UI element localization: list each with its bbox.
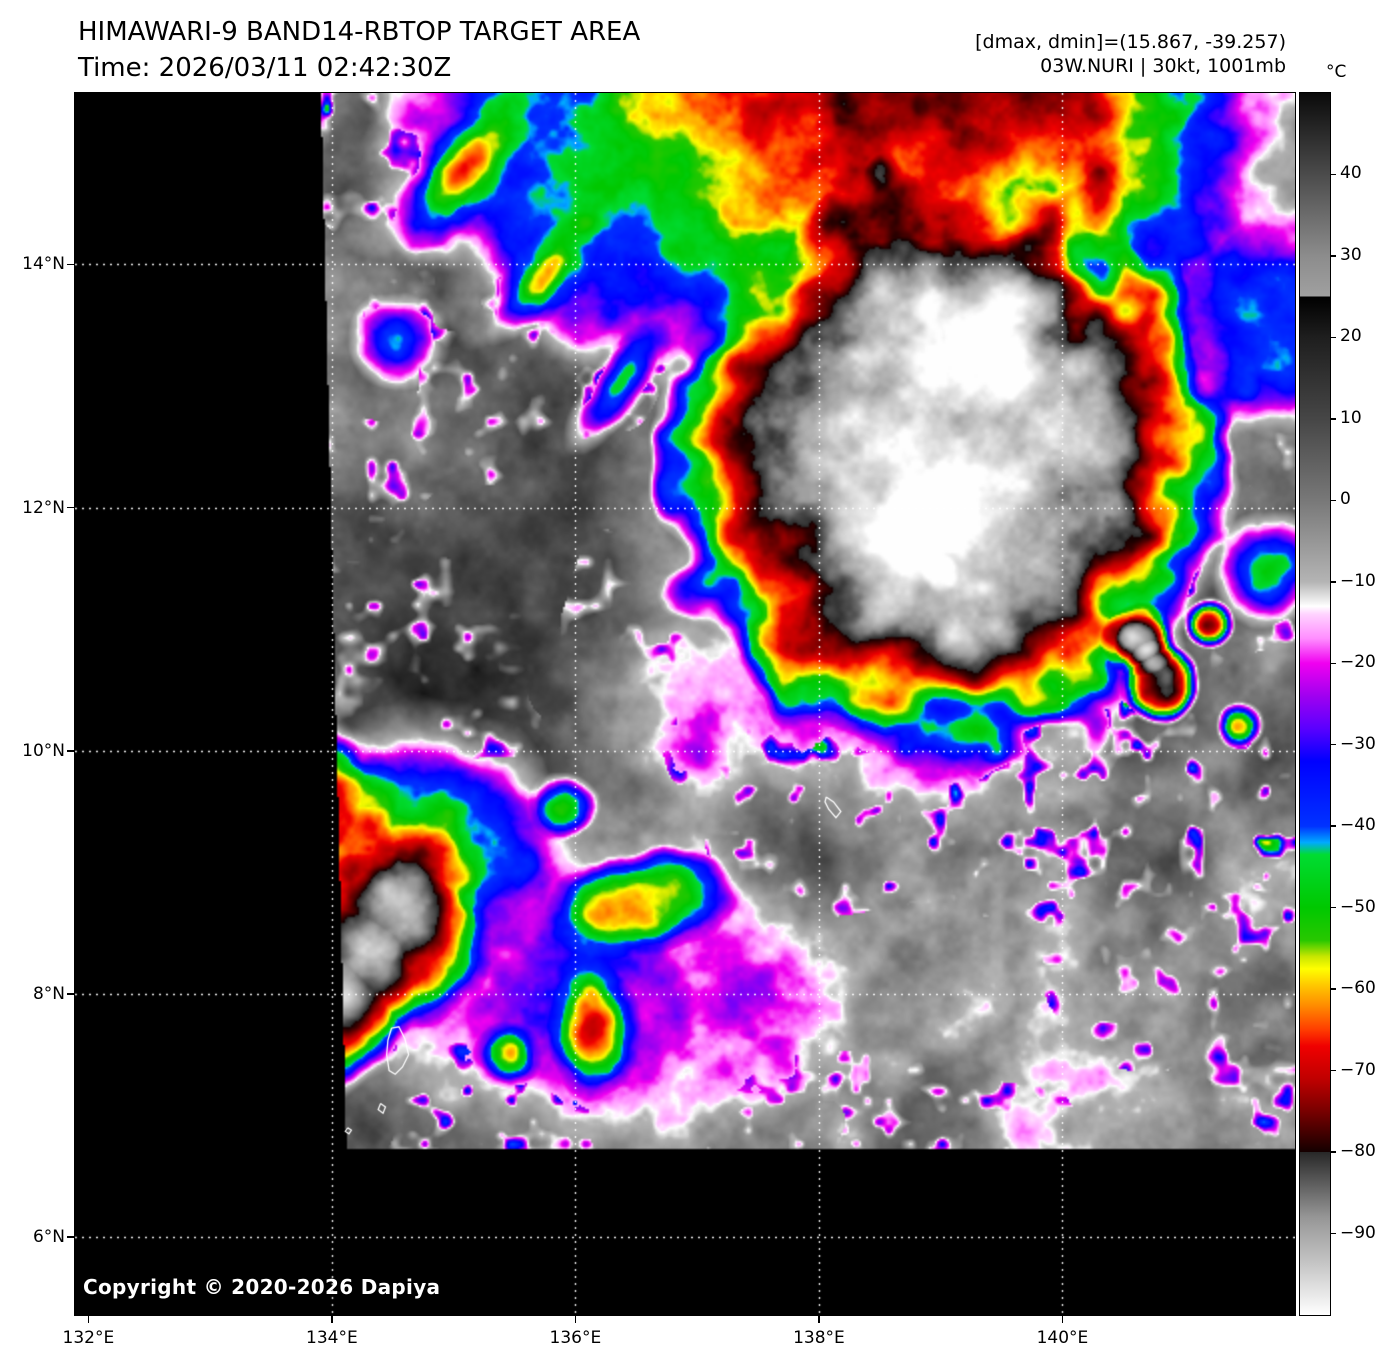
colorbar-tick	[1331, 173, 1336, 176]
colorbar-tick	[1331, 255, 1336, 257]
colorbar-tick-label: −60	[1340, 978, 1376, 999]
y-axis-tick	[67, 506, 74, 509]
colorbar-tick-label: 40	[1340, 163, 1362, 184]
temperature-colorbar	[1299, 92, 1331, 1316]
y-axis-tick-label: 14°N	[22, 254, 65, 275]
colorbar-tick	[1331, 988, 1336, 990]
x-axis-tick	[818, 1316, 820, 1323]
y-axis-tick-label: 12°N	[22, 497, 65, 518]
y-axis-tick-label: 10°N	[22, 740, 65, 761]
x-axis-tick-label: 136°E	[549, 1328, 602, 1348]
colorbar-tick-label: −50	[1340, 896, 1376, 917]
colorbar-tick-label: −30	[1340, 733, 1376, 754]
x-axis-tick-label: 132°E	[62, 1328, 115, 1348]
x-axis-tick-label: 134°E	[306, 1328, 358, 1348]
x-axis-tick-label: 138°E	[793, 1328, 845, 1348]
colorbar-tick-label: 20	[1340, 326, 1362, 347]
x-axis-tick	[331, 1316, 333, 1323]
colorbar-tick	[1331, 581, 1336, 583]
colorbar-tick-label: −20	[1340, 652, 1376, 673]
colorbar-tick	[1331, 418, 1336, 420]
colorbar-tick-label: 0	[1340, 489, 1351, 510]
colorbar-tick	[1331, 906, 1336, 909]
figure-title: HIMAWARI-9 BAND14-RBTOP TARGET AREA	[78, 17, 641, 47]
colorbar-tick	[1331, 1232, 1336, 1235]
colorbar-tick-label: −90	[1340, 1222, 1376, 1243]
x-axis-tick	[574, 1316, 577, 1323]
colorbar-tick	[1331, 1151, 1336, 1153]
x-axis-tick	[87, 1316, 90, 1323]
x-axis-tick	[1061, 1316, 1064, 1323]
figure-timestamp: Time: 2026/03/11 02:42:30Z	[78, 53, 452, 83]
colorbar-unit-label: °C	[1326, 62, 1347, 82]
colorbar-tick-label: −80	[1340, 1141, 1376, 1162]
y-axis-tick-label: 6°N	[32, 1227, 65, 1248]
y-axis-tick-label: 8°N	[32, 983, 65, 1004]
y-axis-tick	[67, 1236, 74, 1238]
colorbar-tick-label: −10	[1340, 570, 1376, 591]
x-axis-tick-label: 140°E	[1036, 1328, 1089, 1348]
colorbar-tick	[1331, 662, 1336, 665]
dmax-dmin-readout: [dmax, dmin]=(15.867, -39.257)	[975, 31, 1286, 53]
colorbar-tick-label: 30	[1340, 244, 1362, 265]
colorbar-tick-label: −40	[1340, 815, 1376, 836]
y-axis-tick	[67, 750, 74, 752]
copyright-watermark: Copyright © 2020-2026 Dapiya	[83, 1275, 441, 1299]
gridlines-coastlines-overlay	[75, 93, 1295, 1315]
colorbar-tick	[1331, 336, 1336, 339]
y-axis-tick	[67, 263, 74, 266]
y-axis-tick	[67, 993, 74, 995]
colorbar-tick	[1331, 825, 1336, 827]
colorbar-tick	[1331, 499, 1336, 502]
colorbar-tick-label: −70	[1340, 1059, 1376, 1080]
colorbar-tick	[1331, 743, 1336, 746]
colorbar-tick	[1331, 1069, 1336, 1072]
satellite-map-panel: Copyright © 2020-2026 Dapiya	[74, 92, 1296, 1316]
colorbar-tick-label: 10	[1340, 407, 1362, 428]
storm-info-readout: 03W.NURI | 30kt, 1001mb	[1040, 55, 1286, 77]
